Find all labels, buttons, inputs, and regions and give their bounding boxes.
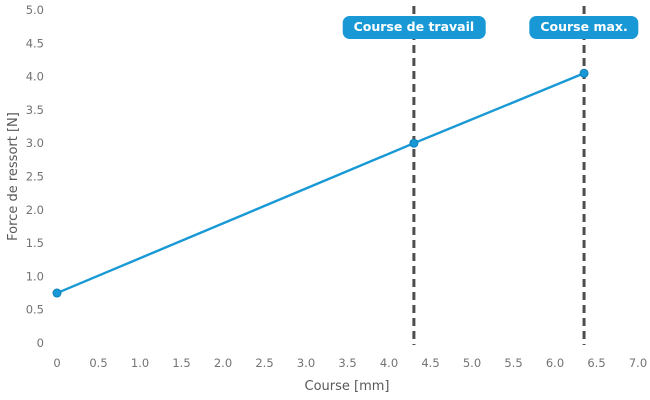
data-point-marker [579,68,589,78]
data-point-marker [409,138,419,148]
x-tick-label: 7.0 [629,356,647,370]
x-tick-label: 5.5 [504,356,522,370]
y-tick-label: 0.5 [26,303,44,317]
y-tick-label: 3.5 [26,103,44,117]
data-point-marker [52,288,62,298]
x-tick-label: 2.5 [255,356,273,370]
x-tick-label: 4.0 [380,356,398,370]
y-tick-label: 4.5 [26,36,44,50]
y-tick-label: 4.0 [26,70,44,84]
x-tick-label: 1.5 [172,356,190,370]
annotation-box-course-de-travail: Course de travail [342,16,486,39]
x-tick-label: 6.0 [546,356,564,370]
x-tick-label: 1.0 [131,356,149,370]
y-tick-label: 1.5 [26,236,44,250]
x-tick-label: 5.0 [463,356,481,370]
x-tick-label: 4.5 [421,356,439,370]
x-tick-label: 0.5 [89,356,107,370]
x-axis-title: Course [mm] [305,379,390,394]
y-axis-title: Force de ressort [N] [6,112,21,241]
y-tick-label: 3.0 [26,136,44,150]
annotation-box-course-max: Course max. [529,16,639,39]
series-line [56,72,585,295]
y-tick-label: 2.0 [26,203,44,217]
y-tick-label: 5.0 [26,3,44,17]
y-tick-label: 0 [37,336,44,350]
y-tick-label: 1.0 [26,269,44,283]
x-tick-label: 0 [53,356,60,370]
x-tick-label: 6.5 [587,356,605,370]
x-tick-label: 3.5 [338,356,356,370]
x-tick-label: 2.0 [214,356,232,370]
x-tick-label: 3.0 [297,356,315,370]
y-tick-label: 2.5 [26,170,44,184]
